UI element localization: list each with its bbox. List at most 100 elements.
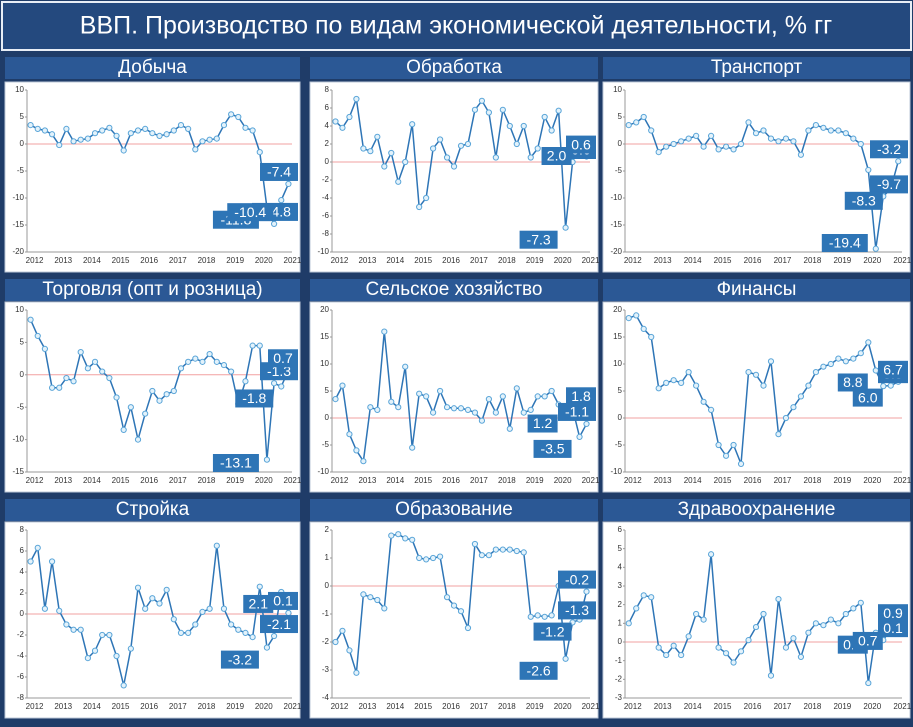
data-label: -8.3 — [852, 193, 876, 209]
point — [775, 431, 782, 438]
point — [745, 369, 752, 376]
x-tick-label: 2015 — [414, 476, 432, 485]
y-tick-label: 8 — [325, 85, 330, 94]
chart-title: Финансы — [717, 279, 797, 300]
point — [872, 245, 879, 252]
point — [752, 130, 760, 137]
point — [737, 140, 745, 148]
point — [548, 612, 555, 619]
point — [678, 651, 685, 659]
y-tick-label: 2 — [325, 525, 330, 534]
point — [220, 122, 228, 129]
point — [752, 371, 760, 378]
point — [339, 124, 346, 131]
point — [360, 458, 367, 465]
x-tick-label: 2016 — [744, 256, 762, 265]
point — [84, 135, 91, 142]
point — [655, 385, 662, 392]
point — [235, 113, 242, 121]
point — [270, 220, 278, 228]
y-tick-label: -2 — [322, 637, 330, 646]
panel-title-band — [310, 279, 598, 301]
point — [499, 546, 506, 553]
point — [541, 393, 548, 400]
point — [797, 393, 805, 400]
x-tick-label: 2017 — [774, 476, 792, 485]
point — [464, 624, 472, 632]
x-tick-label: 2020 — [554, 256, 572, 265]
x-tick-label: 2012 — [624, 476, 642, 485]
label-box — [821, 234, 868, 252]
point — [471, 409, 479, 416]
point — [471, 106, 479, 113]
x-tick-label: 2012 — [331, 256, 349, 265]
point — [670, 377, 677, 384]
point — [381, 163, 388, 170]
point — [346, 647, 353, 654]
point — [285, 180, 292, 188]
point — [388, 398, 395, 405]
point — [423, 556, 430, 563]
point — [99, 631, 106, 639]
point — [782, 135, 790, 142]
point — [91, 130, 99, 137]
x-tick-label: 2018 — [804, 476, 822, 485]
x-tick-label: 2021 — [582, 702, 600, 711]
point — [170, 616, 177, 623]
point — [220, 361, 228, 369]
label-box — [870, 140, 908, 159]
point — [471, 540, 479, 548]
point — [485, 552, 492, 559]
x-tick-label: 2015 — [112, 476, 130, 485]
point — [790, 404, 797, 411]
point — [106, 374, 113, 382]
point — [346, 113, 353, 121]
point — [228, 621, 235, 628]
point — [270, 632, 278, 640]
x-tick-label: 2019 — [226, 702, 244, 711]
point — [499, 393, 506, 400]
x-tick-label: 2014 — [83, 702, 101, 711]
y-tick-label: -10 — [12, 435, 24, 444]
point — [737, 460, 745, 467]
point — [120, 426, 127, 433]
y-tick-label: 8 — [20, 525, 25, 534]
point — [192, 146, 199, 153]
panel-title-band — [5, 499, 300, 521]
point — [70, 626, 77, 633]
point — [865, 679, 872, 687]
point — [381, 328, 388, 335]
y-tick-label: 20 — [613, 305, 622, 314]
x-tick-label: 2021 — [893, 476, 911, 485]
point — [99, 127, 106, 134]
data-label: -0.2 — [565, 571, 589, 587]
x-tick-label: 2014 — [83, 476, 101, 485]
label-box — [566, 135, 596, 154]
panel-title-band — [603, 279, 910, 301]
label-box — [878, 604, 908, 623]
x-tick-label: 2018 — [804, 702, 822, 711]
y-tick-label: 0 — [325, 413, 330, 422]
y-tick-label: -8 — [17, 693, 25, 702]
point — [156, 600, 163, 607]
point — [381, 605, 388, 612]
point — [185, 125, 192, 132]
point — [56, 384, 63, 391]
point — [63, 125, 70, 132]
point — [388, 532, 395, 539]
point — [633, 119, 640, 126]
x-tick-label: 2015 — [714, 702, 732, 711]
x-tick-label: 2020 — [255, 476, 273, 485]
point — [27, 122, 34, 129]
chart-title: Транспорт — [711, 57, 803, 78]
point — [464, 140, 472, 148]
label-box — [852, 631, 883, 650]
x-tick-label: 2014 — [386, 256, 404, 265]
x-tick-label: 2013 — [54, 702, 72, 711]
y-tick-label: -5 — [615, 440, 623, 449]
point — [34, 544, 41, 551]
y-tick-label: -10 — [317, 467, 329, 476]
point — [730, 659, 737, 666]
x-tick-label: 2016 — [744, 476, 762, 485]
point — [256, 149, 263, 156]
